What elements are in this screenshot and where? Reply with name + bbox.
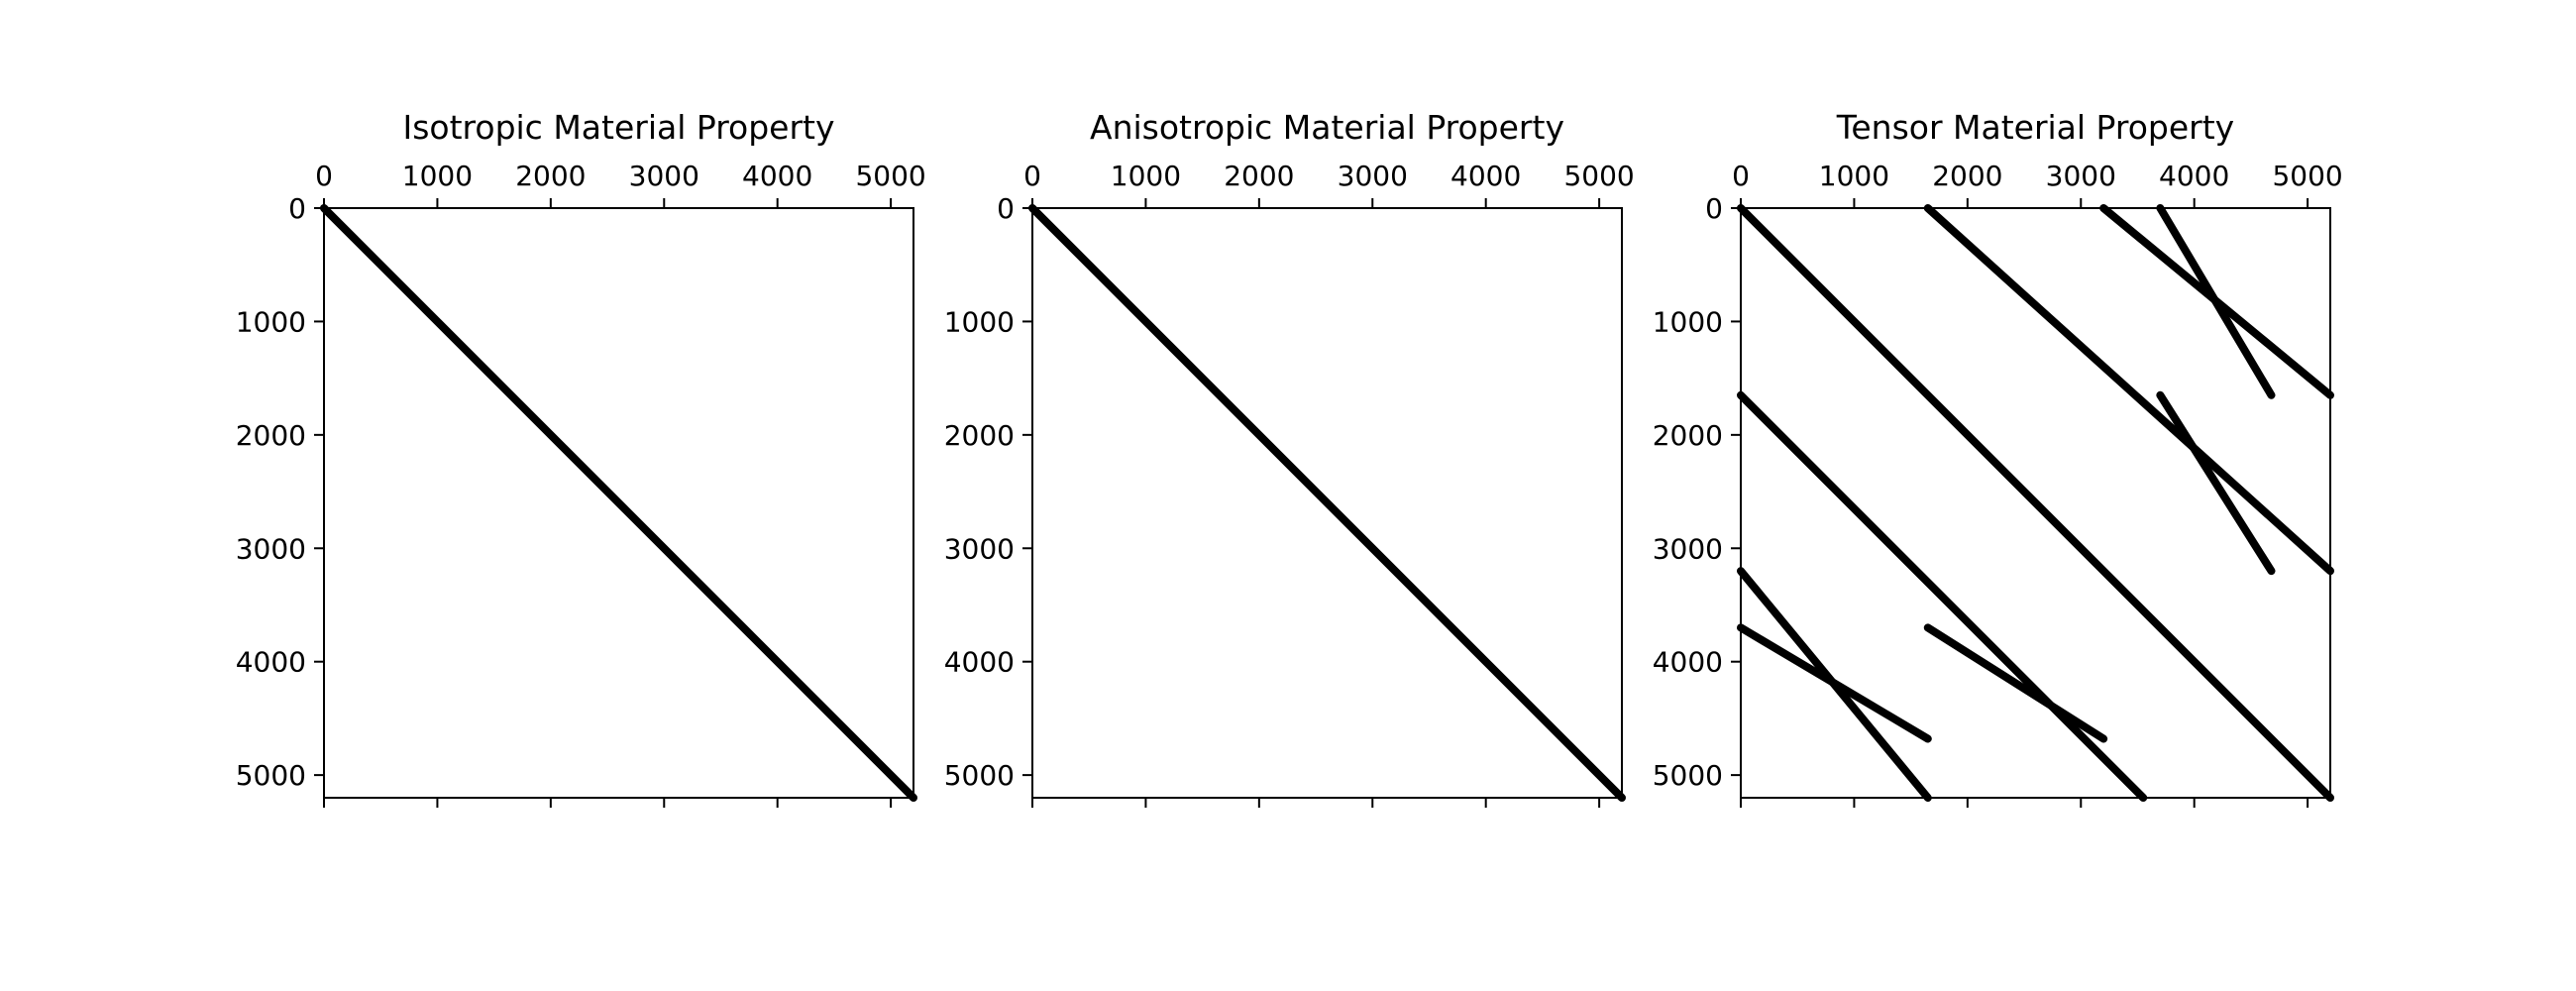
chart-title: Isotropic Material Property [402, 108, 834, 147]
y-tick-label: 1000 [236, 305, 306, 338]
y-tick-label: 0 [1705, 192, 1723, 225]
sparsity-band [1737, 623, 1932, 743]
sparsity-band [1923, 204, 2334, 576]
chart-panel-3: Tensor Material Property 0 1000 2000 3000 400… [1653, 108, 2343, 808]
x-tick-label: 2000 [1932, 160, 2002, 192]
y-tick-label: 5000 [944, 759, 1015, 792]
y-tick-label: 1000 [944, 305, 1015, 338]
x-tick-label: 4000 [1450, 160, 1521, 192]
sparsity-band [2156, 390, 2276, 576]
x-tick-label: 5000 [855, 160, 925, 192]
y-tick-label: 3000 [236, 532, 306, 565]
axes-frame [323, 207, 914, 799]
y-tick-label: 3000 [944, 532, 1015, 565]
y-tick-label: 3000 [1653, 532, 1723, 565]
y-tick-label: 2000 [944, 419, 1015, 452]
x-tick-label: 4000 [742, 160, 812, 192]
y-tick-label: 2000 [236, 419, 306, 452]
x-tick-label: 0 [315, 160, 333, 192]
chart-panel-2: Anisotropic Material Property 0 1000 2000 30… [944, 108, 1635, 808]
sparsity-band [1923, 623, 2108, 743]
x-tick-label: 4000 [2159, 160, 2229, 192]
x-tick-label: 2000 [1224, 160, 1294, 192]
chart-title: Anisotropic Material Property [1090, 108, 1564, 147]
chart-title: Tensor Material Property [1836, 108, 2234, 147]
y-tick-label: 1000 [1653, 305, 1723, 338]
x-tick-label: 1000 [402, 160, 473, 192]
y-tick-label: 5000 [1653, 759, 1723, 792]
x-tick-label: 0 [1732, 160, 1750, 192]
sparsity-band [1028, 204, 1626, 802]
x-tick-label: 2000 [515, 160, 586, 192]
axes-frame [1740, 207, 2331, 799]
x-tick-label: 1000 [1819, 160, 1889, 192]
x-tick-label: 1000 [1111, 160, 1181, 192]
x-tick-label: 5000 [2272, 160, 2342, 192]
x-tick-label: 3000 [629, 160, 699, 192]
sparsity-band [320, 204, 917, 802]
y-tick-label: 4000 [1653, 646, 1723, 679]
chart-panel-1: Isotropic Material Property 0 1000 2000 3000… [236, 108, 926, 808]
axes-frame [1031, 207, 1623, 799]
x-tick-label: 0 [1023, 160, 1041, 192]
y-tick-label: 0 [288, 192, 306, 225]
x-tick-label: 3000 [2046, 160, 2116, 192]
y-tick-label: 0 [997, 192, 1015, 225]
y-tick-label: 5000 [236, 759, 306, 792]
y-tick-label: 2000 [1653, 419, 1723, 452]
sparsity-band [1737, 390, 2148, 802]
x-tick-label: 3000 [1338, 160, 1408, 192]
sparsity-band [2156, 204, 2276, 399]
x-tick-label: 5000 [1563, 160, 1634, 192]
y-tick-label: 4000 [236, 646, 306, 679]
y-tick-label: 4000 [944, 646, 1015, 679]
sparsity-band [1737, 204, 2334, 802]
